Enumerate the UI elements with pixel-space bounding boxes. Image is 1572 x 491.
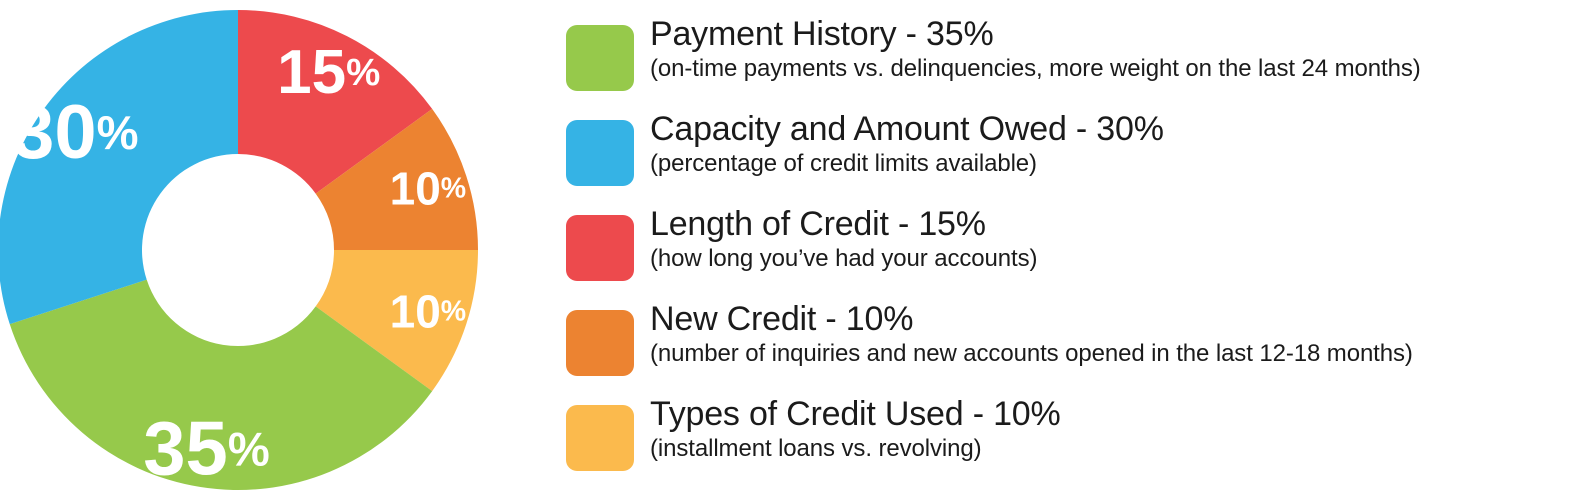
legend-color-swatch: [566, 25, 634, 91]
donut-slice-label-value: 30: [12, 89, 97, 174]
donut-slice-label: 15%: [277, 38, 380, 107]
legend-item[interactable]: Payment History - 35% (on-time payments v…: [566, 14, 1572, 109]
legend-item-subtitle: (installment loans vs. revolving): [650, 435, 982, 462]
legend-item-title: Length of Credit - 15%: [650, 205, 986, 243]
donut-slice[interactable]: [315, 108, 478, 251]
donut-slice-label-percent-sign: %: [441, 296, 466, 328]
legend-item-text: Capacity and Amount Owed - 30% (percentag…: [650, 109, 1572, 178]
legend-item-subtitle: (number of inquiries and new accounts op…: [650, 340, 1413, 367]
donut-slice-label: 10%: [390, 162, 467, 214]
donut-slice[interactable]: [315, 250, 478, 392]
donut-chart-svg: 15%10%10%35%30%: [0, 10, 478, 491]
legend-item-title: New Credit - 10%: [650, 300, 914, 338]
donut-slice[interactable]: [0, 10, 238, 325]
donut-slice[interactable]: [9, 279, 433, 490]
donut-slice-label: 10%: [390, 286, 467, 338]
donut-chart: 15% 10% 10% 35% 30%: [0, 0, 520, 491]
legend: Payment History - 35% (on-time payments v…: [520, 0, 1572, 491]
legend-color-swatch: [566, 215, 634, 281]
legend-item-title: Types of Credit Used - 10%: [650, 395, 1061, 433]
legend-item[interactable]: New Credit - 10% (number of inquiries and…: [566, 299, 1572, 394]
donut-slice-label-percent-sign: %: [346, 51, 380, 94]
legend-item-title: Payment History - 35%: [650, 15, 994, 53]
legend-item[interactable]: Types of Credit Used - 10% (installment l…: [566, 394, 1572, 489]
donut-slice-label-percent-sign: %: [228, 422, 270, 475]
legend-item-subtitle: (how long you’ve had your accounts): [650, 245, 1038, 272]
legend-item-text: Length of Credit - 15% (how long you’ve h…: [650, 204, 1572, 273]
legend-item-subtitle: (on-time payments vs. delinquencies, mor…: [650, 55, 1421, 82]
donut-slice-label: 35%: [143, 406, 269, 491]
donut-slice-label-percent-sign: %: [441, 172, 466, 204]
donut-slice-labels: 15%10%10%35%30%: [12, 38, 466, 491]
donut-center-hole: [143, 155, 333, 345]
legend-color-swatch: [566, 120, 634, 186]
legend-item-subtitle: (percentage of credit limits available): [650, 150, 1037, 177]
donut-slices: [0, 10, 478, 490]
donut-slice-label-value: 10: [390, 286, 441, 338]
legend-item[interactable]: Capacity and Amount Owed - 30% (percentag…: [566, 109, 1572, 204]
legend-color-swatch: [566, 310, 634, 376]
donut-slice[interactable]: [238, 10, 433, 194]
donut-slice-label-value: 15: [277, 38, 346, 107]
legend-color-swatch: [566, 405, 634, 471]
legend-item-text: New Credit - 10% (number of inquiries and…: [650, 299, 1572, 368]
donut-slice-label-value: 10: [390, 162, 441, 214]
donut-slice-label: 30%: [12, 89, 138, 174]
legend-item[interactable]: Length of Credit - 15% (how long you’ve h…: [566, 204, 1572, 299]
donut-slice-label-value: 35: [143, 406, 228, 491]
legend-item-title: Capacity and Amount Owed - 30%: [650, 110, 1164, 148]
donut-slice-label-percent-sign: %: [97, 105, 139, 158]
legend-item-text: Types of Credit Used - 10% (installment l…: [650, 394, 1572, 463]
legend-item-text: Payment History - 35% (on-time payments v…: [650, 14, 1572, 83]
